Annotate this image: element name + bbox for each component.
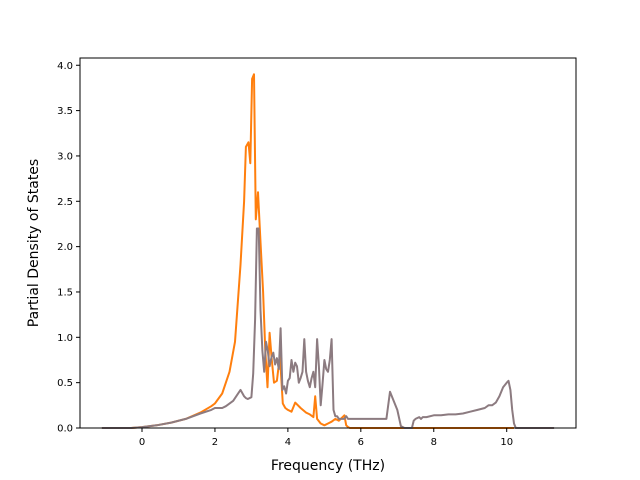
x-axis-label: Frequency (THz) [271, 458, 385, 474]
x-tick-label: 2 [212, 437, 218, 448]
y-tick-label: 2.5 [57, 197, 73, 208]
y-tick-label: 1.0 [57, 333, 73, 344]
y-tick-label: 3.0 [57, 151, 73, 162]
x-tick-label: 6 [358, 437, 364, 448]
y-tick-label: 0.5 [57, 378, 73, 389]
series-1-line [101, 73, 514, 429]
y-axis: 0.0 0.5 1.0 1.5 2.0 2.5 3.0 3.5 4.0 [57, 61, 80, 435]
x-tick-label: 0 [139, 437, 145, 448]
x-axis: 0 2 4 6 8 10 [139, 428, 513, 448]
y-tick-label: 0.0 [57, 424, 73, 435]
plot-frame [79, 57, 577, 429]
y-tick-label: 3.5 [57, 106, 73, 117]
y-axis-label: Partial Density of States [26, 159, 42, 327]
y-tick-label: 1.5 [57, 287, 73, 298]
x-tick-label: 4 [285, 437, 291, 448]
series-layer [101, 73, 555, 429]
x-tick-label: 8 [431, 437, 437, 448]
x-tick-label: 10 [500, 437, 513, 448]
y-tick-label: 4.0 [57, 61, 73, 72]
series-2-line [101, 227, 555, 429]
y-tick-label: 2.0 [57, 242, 73, 253]
